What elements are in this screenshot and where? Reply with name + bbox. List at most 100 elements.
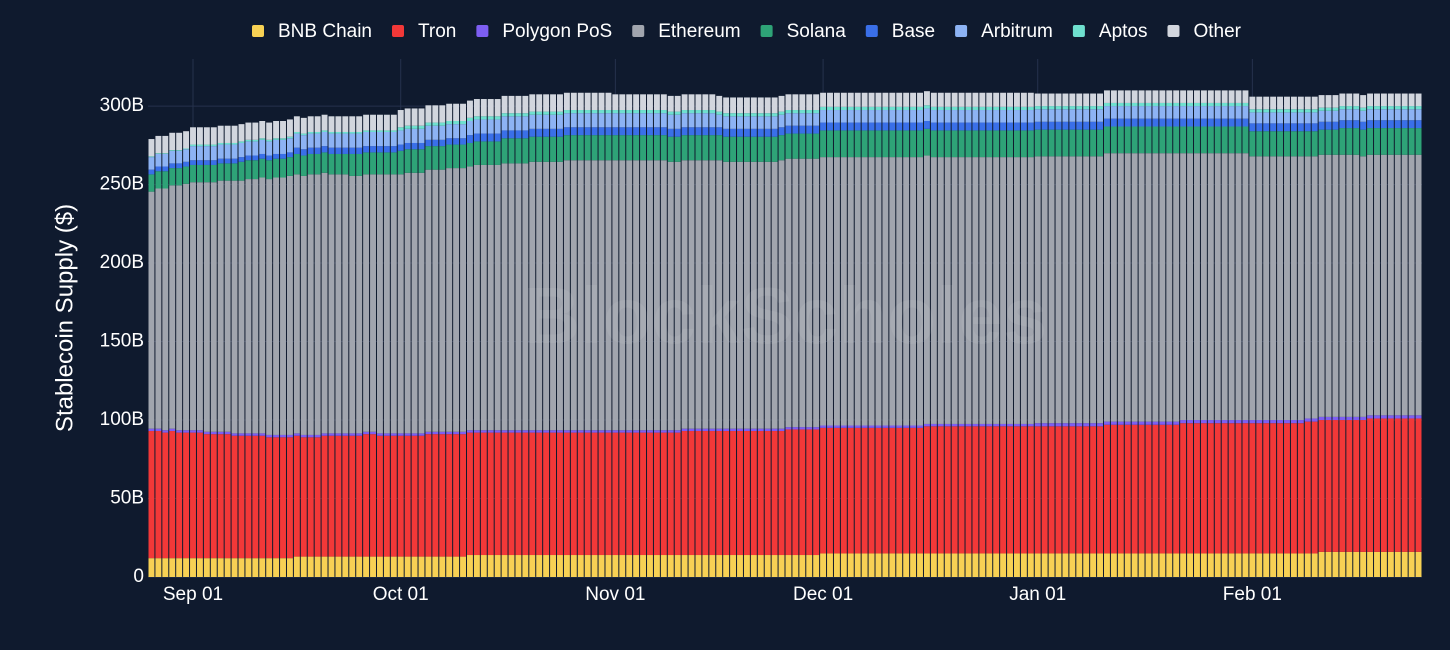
bar-segment xyxy=(764,555,771,577)
bar-segment xyxy=(446,168,453,432)
bar-segment xyxy=(1242,118,1249,127)
bar-segment xyxy=(522,163,529,431)
bar-segment xyxy=(1152,153,1159,422)
bar-segment xyxy=(1408,106,1415,110)
bar-segment xyxy=(1408,128,1415,155)
bar-segment xyxy=(979,426,986,554)
bar-segment xyxy=(723,428,730,432)
bar-segment xyxy=(806,94,813,111)
legend: BNB Chain Tron Polygon PoS Ethereum Solana Ba… xyxy=(252,21,1242,42)
bar-segment xyxy=(1263,156,1270,421)
bar-segment xyxy=(231,142,238,145)
bar-segment xyxy=(425,105,432,123)
bar-segment xyxy=(854,130,861,158)
bar-segment xyxy=(425,431,432,435)
bar-segment xyxy=(695,431,702,556)
bar-segment xyxy=(1290,420,1297,424)
bar-segment xyxy=(1173,118,1180,127)
bar-segment xyxy=(467,430,473,433)
bar-segment xyxy=(307,556,314,577)
bar-segment xyxy=(293,133,300,148)
bar-segment xyxy=(376,130,383,132)
bar-segment xyxy=(660,127,667,136)
bar-segment xyxy=(418,149,425,173)
bar-segment xyxy=(896,122,903,131)
y-tick-label: 0 xyxy=(133,566,144,587)
bar-segment xyxy=(1256,112,1263,124)
bar-segment xyxy=(473,432,480,556)
bar-segment xyxy=(529,128,536,137)
bar-segment xyxy=(342,556,349,577)
bar-segment xyxy=(363,556,370,577)
bar-segment xyxy=(1242,420,1249,424)
bar-segment xyxy=(404,556,411,577)
bar-segment xyxy=(993,553,1000,577)
bar-segment xyxy=(1277,123,1284,132)
bar-segment xyxy=(910,553,917,577)
bar-segment xyxy=(1304,112,1311,124)
bar-segment xyxy=(1034,129,1041,157)
bar-segment xyxy=(1311,96,1318,110)
bar-segment xyxy=(383,556,390,577)
bar-segment xyxy=(439,146,446,170)
bar-segment xyxy=(875,553,882,577)
bar-segment xyxy=(314,147,321,154)
bar-segment xyxy=(640,113,647,128)
bar-segment xyxy=(723,136,730,162)
bar-segment xyxy=(612,110,619,114)
bar-segment xyxy=(1083,129,1090,157)
bar-segment xyxy=(1138,126,1145,154)
bar-segment xyxy=(370,152,376,175)
bar-segment xyxy=(328,174,335,434)
bar-segment xyxy=(709,428,716,432)
bar-segment xyxy=(460,168,466,432)
bar-segment xyxy=(293,556,300,577)
bar-segment xyxy=(1242,106,1249,119)
bar-segment xyxy=(806,427,813,430)
bar-segment xyxy=(1311,123,1318,132)
bar-segment xyxy=(861,92,868,107)
bar-segment xyxy=(1159,421,1166,425)
bar-segment xyxy=(529,94,536,112)
bar-segment xyxy=(903,110,910,123)
bar-segment xyxy=(411,172,418,434)
bar-segment xyxy=(633,160,640,431)
bar-segment xyxy=(176,163,183,169)
bar-segment xyxy=(1277,109,1284,113)
bar-segment xyxy=(1242,126,1249,154)
bar-segment xyxy=(1187,118,1194,127)
bar-segment xyxy=(750,128,757,137)
bar-segment xyxy=(1062,129,1069,157)
bar-segment xyxy=(1339,420,1346,552)
bar-segment xyxy=(1339,109,1346,121)
bar-segment xyxy=(785,555,792,577)
bar-segment xyxy=(1062,106,1069,110)
bar-segment xyxy=(1187,102,1194,107)
bar-segment xyxy=(723,128,730,137)
bar-segment xyxy=(238,558,245,577)
bar-segment xyxy=(1290,553,1297,577)
bar-segment xyxy=(508,163,515,431)
bar-segment xyxy=(1007,110,1013,123)
bar-segment xyxy=(743,555,750,577)
bar-segment xyxy=(667,430,674,433)
bar-segment xyxy=(965,553,972,577)
bar-segment xyxy=(709,127,716,136)
bar-segment xyxy=(778,160,785,429)
bar-segment xyxy=(598,110,605,114)
bar-segment xyxy=(1173,421,1180,425)
bar-segment xyxy=(1284,131,1290,157)
bar-segment xyxy=(827,92,833,107)
bar-segment xyxy=(1360,156,1367,417)
y-tick-label: 250B xyxy=(100,174,144,195)
bar-segment xyxy=(383,131,390,147)
bar-segment xyxy=(1117,126,1124,154)
bar-segment xyxy=(1104,553,1110,577)
bar-segment xyxy=(1055,426,1062,554)
bar-segment xyxy=(1020,157,1027,424)
bar-segment xyxy=(799,94,806,111)
bar-segment xyxy=(1401,120,1408,129)
bar-segment xyxy=(155,428,162,432)
bar-segment xyxy=(203,160,210,165)
bar-segment xyxy=(889,92,896,107)
